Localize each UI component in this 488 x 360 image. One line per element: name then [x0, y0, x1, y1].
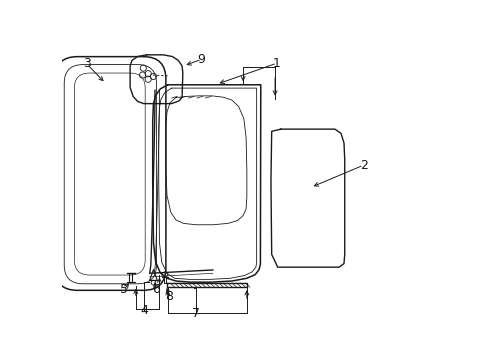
- Text: 2: 2: [359, 159, 367, 172]
- Text: 6: 6: [152, 283, 160, 296]
- Text: 3: 3: [82, 58, 91, 71]
- Text: 7: 7: [192, 307, 200, 320]
- Text: 8: 8: [165, 289, 173, 302]
- Text: 4: 4: [140, 304, 148, 317]
- Text: 1: 1: [272, 57, 280, 69]
- Text: 9: 9: [197, 53, 205, 66]
- Text: 5: 5: [120, 283, 127, 296]
